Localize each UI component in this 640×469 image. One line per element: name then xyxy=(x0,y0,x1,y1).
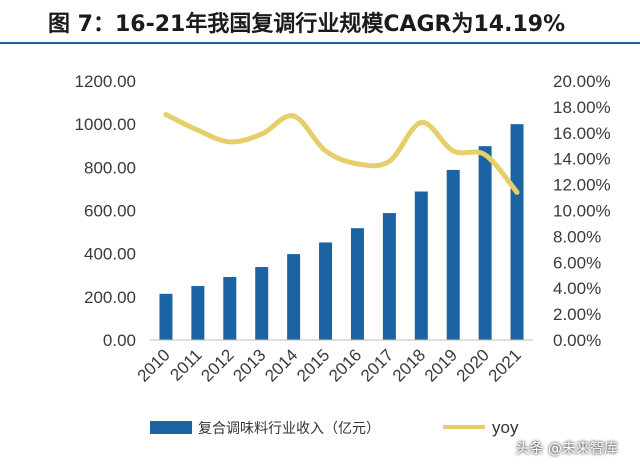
bar xyxy=(255,267,269,340)
yoy-line xyxy=(163,112,520,195)
bar xyxy=(478,146,492,340)
x-tick-label: 2019 xyxy=(421,345,461,385)
left-tick-label: 800.00 xyxy=(84,158,136,177)
x-tick-label: 2020 xyxy=(453,345,493,385)
legend-bar-label: 复合调味料行业收入（亿元） xyxy=(198,420,380,437)
left-tick-label: 200.00 xyxy=(84,288,136,307)
bar xyxy=(319,242,333,340)
bar xyxy=(382,213,396,340)
right-tick-label: 10.00% xyxy=(553,202,611,221)
figure-title: 图 7：16-21年我国复调行业规模CAGR为14.19% xyxy=(48,12,566,37)
x-axis: 2010201120122013201420152016201720182019… xyxy=(134,345,525,385)
bar xyxy=(159,293,173,340)
right-tick-label: 20.00% xyxy=(553,72,611,91)
x-tick-label: 2015 xyxy=(293,345,333,385)
right-tick-label: 16.00% xyxy=(553,124,611,143)
right-tick-label: 12.00% xyxy=(553,176,611,195)
bar xyxy=(510,124,524,341)
left-tick-label: 600.00 xyxy=(84,202,136,221)
bar-line-chart: 0.00 200.00 400.00 600.00 800.00 1000.00 1200.… xyxy=(75,72,611,437)
right-axis: 0.00% 2.00% 4.00% 6.00% 8.00% 10.00% 12.00% 14.… xyxy=(553,72,611,350)
bar xyxy=(223,276,237,340)
right-tick-label: 18.00% xyxy=(553,98,611,117)
legend-line-label: yoy xyxy=(492,418,519,437)
bar xyxy=(287,254,301,340)
legend: 复合调味料行业收入（亿元） yoy xyxy=(150,418,519,437)
right-tick-label: 8.00% xyxy=(553,227,601,246)
right-tick-label: 4.00% xyxy=(553,279,601,298)
x-tick-label: 2014 xyxy=(261,345,301,385)
left-tick-label: 0.00 xyxy=(103,331,136,350)
x-tick-label: 2010 xyxy=(134,345,174,385)
x-tick-label: 2021 xyxy=(485,345,525,385)
left-tick-label: 400.00 xyxy=(84,245,136,264)
left-axis: 0.00 200.00 400.00 600.00 800.00 1000.00 1200.… xyxy=(75,72,136,350)
x-tick-label: 2016 xyxy=(325,345,365,385)
left-tick-label: 1200.00 xyxy=(75,72,136,91)
legend-bar-swatch xyxy=(150,421,192,434)
title-rule xyxy=(0,42,640,44)
watermark: 头条 @未来智库 xyxy=(515,441,618,457)
bar xyxy=(350,228,364,340)
figure-header: 图 7：16-21年我国复调行业规模CAGR为14.19% xyxy=(0,0,640,44)
right-tick-label: 6.00% xyxy=(553,253,601,272)
x-tick-label: 2011 xyxy=(166,345,205,384)
right-tick-label: 14.00% xyxy=(553,150,611,169)
bar xyxy=(191,286,205,340)
bar xyxy=(446,169,460,340)
x-tick-label: 2017 xyxy=(357,345,397,385)
bar xyxy=(414,191,428,340)
bar-series xyxy=(159,124,524,341)
right-tick-label: 2.00% xyxy=(553,305,601,324)
right-tick-label: 0.00% xyxy=(553,331,601,350)
x-tick-label: 2018 xyxy=(389,345,429,385)
x-tick-label: 2012 xyxy=(197,345,237,385)
left-tick-label: 1000.00 xyxy=(75,115,136,134)
x-tick-label: 2013 xyxy=(229,345,269,385)
